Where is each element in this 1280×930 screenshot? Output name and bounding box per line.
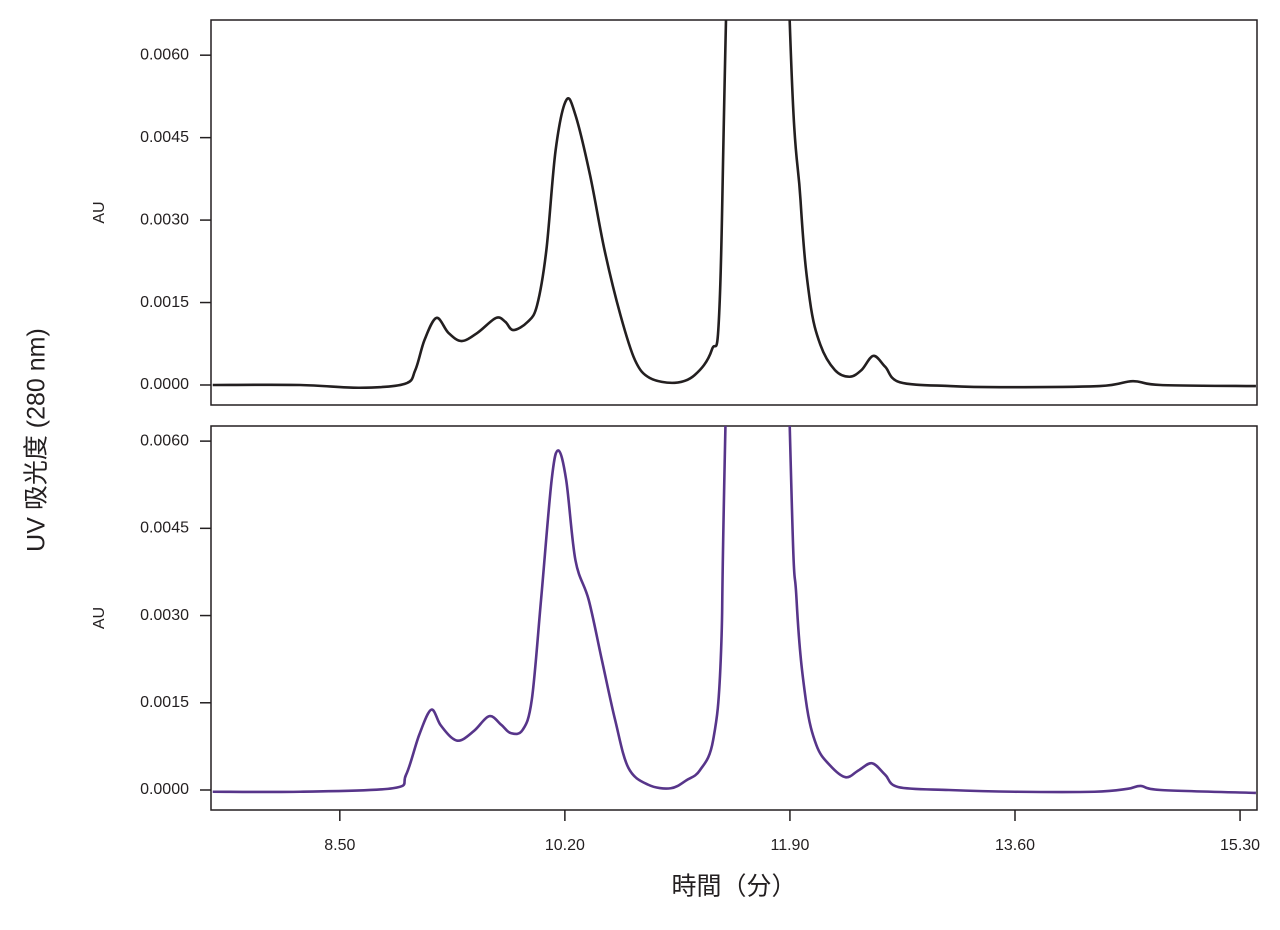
y-tick-label: 0.0045: [140, 129, 189, 146]
y-tick-label: 0.0015: [140, 694, 189, 711]
x-tick-label: 8.50: [324, 837, 355, 854]
figure-y-label: UV 吸光度 (280 nm): [23, 328, 51, 552]
y-tick-label: 0.0015: [140, 294, 189, 311]
y-axis-label: AU: [91, 201, 108, 223]
y-tick-label: 0.0030: [140, 607, 189, 624]
y-tick-label: 0.0000: [140, 376, 189, 393]
plot-frame: [210, 19, 1258, 406]
y-axis-label: AU: [91, 607, 108, 629]
x-tick-label: 13.60: [995, 837, 1035, 854]
y-tick-label: 0.0000: [140, 781, 189, 798]
x-tick-label: 15.30: [1220, 837, 1260, 854]
y-tick-label: 0.0045: [140, 520, 189, 537]
x-axis-label: 時間（分）: [671, 873, 796, 901]
y-tick-label: 0.0060: [140, 432, 189, 449]
y-tick-label: 0.0030: [140, 211, 189, 228]
x-tick-label: 11.90: [771, 837, 810, 854]
plot-frame: [210, 425, 1258, 811]
chromatogram-line: [212, 426, 1256, 795]
chromatogram-line: [212, 20, 1256, 390]
x-tick-label: 10.20: [545, 837, 585, 854]
y-tick-label: 0.0060: [140, 46, 189, 63]
